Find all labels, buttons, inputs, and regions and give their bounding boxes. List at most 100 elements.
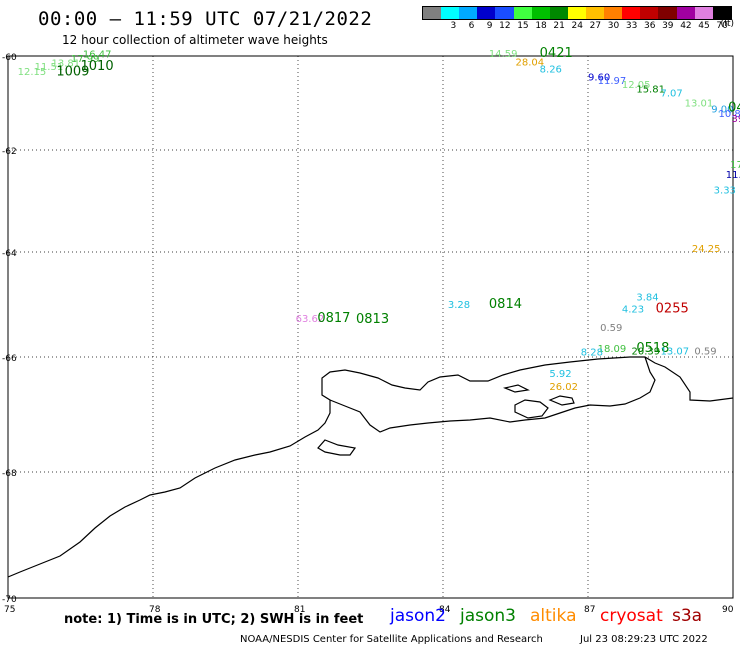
wave-height-label: 13.01 [685,98,714,109]
lon-tick-label: 78 [149,605,161,615]
wave-height-label: 9.60 [588,72,610,83]
page-title: 00:00 – 11:59 UTC 07/21/2022 [38,8,373,30]
wave-height-label: 28.04 [516,57,545,68]
wave-height-label: 12.05 [622,80,651,91]
wave-height-label: 13.81 [52,58,81,69]
legend-labels: 3 6 9 12 15 18 21 24 27 30 33 36 39 42 45 70 [422,21,732,31]
legend-swatch [459,7,478,19]
lat-tick-label: -70 [2,595,17,605]
legend-swatch [622,7,641,19]
wave-height-label: 13.07 [661,346,690,357]
legend-label: 12 [499,21,511,31]
pass-time-label: 0421 [540,46,573,61]
satellite-jason3: jason3 [460,606,516,626]
pass-time-label: 0813 [356,312,389,327]
wave-height-label: 5.92 [549,369,571,380]
legend-label: 30 [607,21,620,31]
lon-tick-label: 81 [294,605,305,615]
wave-height-label: 17. [730,160,740,171]
island-3 [502,384,530,393]
pass-time-label: 0817 [317,311,350,326]
legend-label: 70 [716,21,728,31]
footer-timestamp: Jul 23 08:29:23 UTC 2022 [580,634,708,645]
coastline-inlet [317,439,357,456]
legend-label: 39 [662,21,674,31]
satellite-cryosat: cryosat [600,606,663,626]
wave-height-label: 7.07 [661,88,683,99]
pass-time-label: 0518 [636,341,669,356]
legend-label: 9 [486,21,493,31]
wave-height-label: 26.02 [549,382,578,393]
legend-swatch [585,7,605,19]
wave-height-label: 11.97 [598,76,627,87]
legend-swatch [676,7,695,19]
legend-swatch [477,7,496,19]
legend-swatch [567,7,586,19]
lat-tick-label: -64 [2,249,17,259]
coastline-path [7,356,734,578]
legend-swatch [658,7,677,19]
legend-label: 45 [698,21,710,31]
wave-height-label: 0.59 [694,346,716,357]
legend-label: 42 [680,21,692,31]
wave-height-label: 18.09 [598,344,627,355]
wave-height-label: 11.51 [35,62,64,73]
legend-label: 24 [571,21,583,31]
legend-label: 18 [535,21,547,31]
satellite-jason2: jason2 [390,606,446,626]
wave-height-label: 63.62 [296,314,325,325]
wave-height-label: 3.28 [448,300,470,311]
legend-label [422,21,440,31]
legend-swatch [694,7,713,19]
lat-tick-label: -68 [2,469,17,479]
legend-swatches [422,6,732,20]
pass-time-label: 1009 [56,65,89,80]
legend: 3 6 9 12 15 18 21 24 27 30 33 36 39 42 45 70 (ft) [422,6,734,36]
pass-time-label: 0814 [489,297,522,312]
legend-label: 6 [468,21,475,31]
legend-label: 36 [643,21,656,31]
lat-tick-label: -62 [2,147,17,157]
legend-swatch [513,7,532,19]
wave-height-label: 39 [732,114,740,125]
legend-swatch [549,7,568,19]
satellite-altika: altika [530,606,577,626]
pass-time-label: 1010 [81,59,114,74]
wave-height-label: 14.59 [489,49,518,60]
legend-swatch [495,7,514,19]
wave-height-label: 17.99 [71,54,100,65]
ice-shelf-outline [329,356,656,433]
legend-swatch [423,7,442,19]
legend-label: 27 [589,21,602,31]
legend-label: 21 [553,21,565,31]
page-subtitle: 12 hour collection of altimeter wave hei… [62,33,328,47]
lat-tick-label: -66 [2,354,17,364]
lon-tick-label: 75 [4,605,15,615]
wave-height-label: 8.26 [540,64,562,75]
island-2 [548,395,575,406]
note-text: note: 1) Time is in UTC; 2) SWH is in fe… [64,612,364,627]
lat-tick-label: -60 [2,53,17,63]
legend-swatch [441,7,460,19]
legend-swatch [604,7,623,19]
wave-height-label: 8.28 [581,347,603,358]
wave-height-label: 10.82 [719,109,740,120]
wave-height-label: 3.84 [636,292,658,303]
island-1 [514,399,549,419]
legend-label: 33 [625,21,638,31]
legend-swatch [640,7,659,19]
legend-unit: (ft) [720,19,734,29]
legend-swatch [712,7,731,19]
wave-height-label: 0.59 [600,323,622,334]
legend-label: 3 [450,21,457,31]
wave-height-label: 4.23 [622,304,644,315]
wave-height-label: 11.78 [726,170,740,181]
wave-height-label: 24.25 [692,244,721,255]
pass-time-label: 04 [728,100,740,115]
wave-height-label: 20.39 [632,346,661,357]
footer-credit: NOAA/NESDIS Center for Satellite Applica… [240,634,543,645]
map-frame [7,55,734,599]
